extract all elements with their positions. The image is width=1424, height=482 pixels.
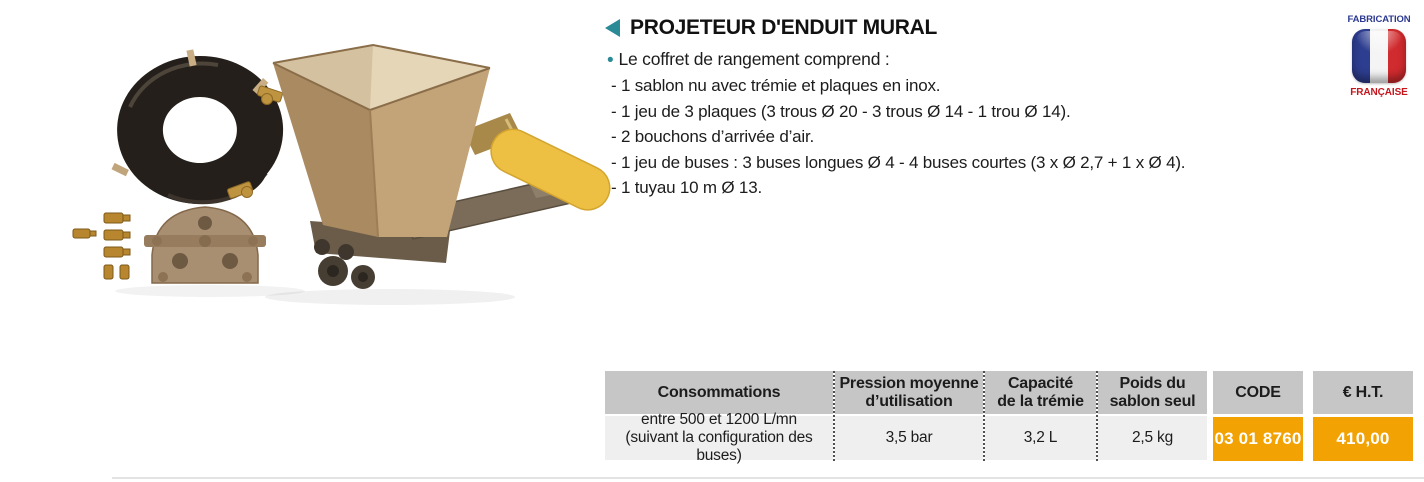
brass-fittings [227,85,283,199]
badge-bottom-label: FRANÇAISE [1350,87,1408,98]
column-header: CODE [1213,371,1303,414]
bullet-icon: • [607,50,614,71]
intro-text: Le coffret de rangement comprend : [618,49,890,69]
feature-item: - 1 jeu de 3 plaques (3 trous Ø 20 - 3 t… [611,101,1071,121]
left-triangle-icon [605,19,620,37]
product-photo [60,25,615,315]
product-price: 410,00 [1313,417,1413,461]
product-code: 03 01 8760 [1213,417,1303,461]
page-title: PROJETEUR D'ENDUIT MURAL [630,16,937,39]
column-consommations: Consommations entre 500 et 1200 L/mn (su… [605,371,835,464]
hose-coil [117,56,284,204]
column-header: € H.T. [1313,371,1413,414]
hopper [272,43,491,238]
column-poids: Poids du sablon seul 2,5 kg [1098,371,1207,461]
column-capacite: Capacité de la trémie 3,2 L [985,371,1098,461]
column-price: € H.T. 410,00 [1313,371,1413,461]
column-value: 3,5 bar [835,416,983,460]
bottom-divider [112,477,1424,479]
column-header: Poids du sablon seul [1098,371,1207,414]
made-in-france-badge: FABRICATION FRANÇAISE [1344,14,1414,98]
feature-list: - 1 sablon nu avec trémie et plaques en … [611,73,1186,201]
yellow-grip [490,128,611,211]
feature-item: - 1 sablon nu avec trémie et plaques en … [611,76,941,95]
intro-line: • Le coffret de rangement comprend : [607,49,890,72]
column-header: Capacité de la trémie [985,371,1096,414]
feature-item: - 2 bouchons d’arrivée d’air. [611,127,815,146]
french-flag-icon [1352,29,1406,83]
feature-item: - 1 jeu de buses : 3 buses longues Ø 4 -… [611,152,1186,172]
nozzle-set [72,212,131,280]
column-value: 3,2 L [985,416,1096,460]
spec-table: Consommations entre 500 et 1200 L/mn (su… [605,371,1413,464]
column-header: Consommations [605,371,833,414]
plate [144,206,266,284]
product-photo-illustration [72,43,611,305]
column-value: 2,5 kg [1098,416,1207,460]
title-row: PROJETEUR D'ENDUIT MURAL [605,16,937,40]
product-description: PROJETEUR D'ENDUIT MURAL • Le coffret de … [605,0,1355,230]
badge-top-label: FABRICATION [1347,14,1411,25]
column-value: entre 500 et 1200 L/mn (suivant la confi… [605,411,833,464]
feature-item: - 1 tuyau 10 m Ø 13. [611,178,762,197]
column-code: CODE 03 01 8760 [1213,371,1303,461]
column-pression: Pression moyenne d’utilisation 3,5 bar [835,371,985,461]
column-header: Pression moyenne d’utilisation [835,371,983,414]
